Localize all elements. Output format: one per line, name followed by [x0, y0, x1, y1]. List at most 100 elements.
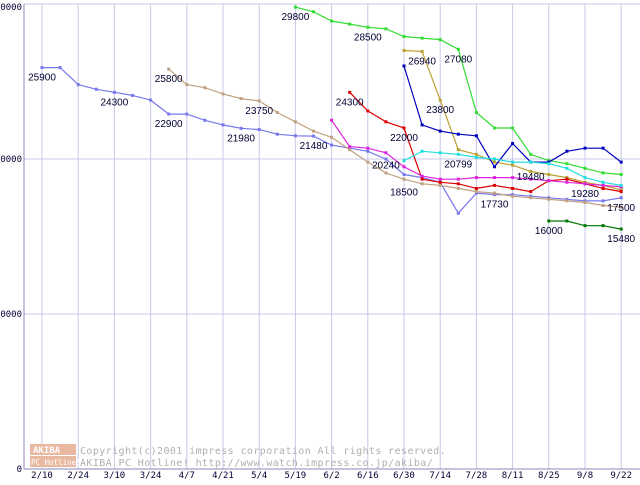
- x-tick-label: 9/8: [577, 471, 593, 480]
- series-olive-point: [565, 176, 569, 180]
- series-magenta-point: [511, 176, 515, 180]
- series-cyan: [402, 149, 623, 187]
- series-darkgreen-point: [565, 219, 569, 223]
- data-label: 15480: [607, 234, 635, 245]
- series-tan-point: [293, 120, 297, 124]
- series-olive-point: [402, 49, 406, 52]
- x-tick-label: 4/7: [179, 471, 195, 480]
- data-label: 26940: [408, 56, 436, 67]
- x-tick-label: 8/25: [538, 471, 560, 480]
- series-green-point: [529, 152, 533, 156]
- data-label: 19280: [571, 189, 599, 200]
- copyright-line-1: Copyright(c)2001 impress corporation All…: [80, 446, 446, 457]
- series-cyan-point: [402, 159, 406, 163]
- series-tan-point: [474, 190, 478, 194]
- series-blue-light-point: [619, 196, 623, 200]
- series-olive-point: [420, 49, 424, 53]
- copyright-line-2: AKIBA PC Hotline! http://www.watch.impre…: [80, 458, 433, 469]
- series-darkgreen-point: [583, 224, 587, 228]
- series-blue-light-point: [330, 143, 334, 147]
- series-tan: [167, 67, 623, 209]
- series-red-point: [348, 90, 352, 94]
- series-blue-light-point: [348, 146, 352, 150]
- series-blue-light-point: [293, 134, 297, 138]
- x-tick-label: 2/10: [31, 471, 53, 480]
- series-tan-point: [348, 148, 352, 152]
- series-green-point: [493, 126, 496, 130]
- x-tick-labels: 2/10 2/24 3/10 3/24 4/7 4/21 5/4 5/19 6/2 6/16 6/3…: [31, 471, 632, 481]
- series-magenta-point: [493, 176, 496, 180]
- data-label: 24300: [100, 97, 128, 108]
- series-tan-point: [239, 97, 243, 101]
- series-olive-point: [619, 188, 623, 192]
- series-blue-light-point: [239, 126, 243, 130]
- series-blue-light-point: [257, 128, 261, 132]
- series-red-point: [493, 183, 496, 187]
- data-labels: 25900 24300 25800 22900 23750 21980 29800 28500…: [28, 12, 635, 245]
- series-navy-point: [565, 149, 569, 153]
- series-blue-light-point: [149, 98, 153, 102]
- series-tan-point: [456, 186, 460, 190]
- logo-top-band: [30, 444, 76, 455]
- series-darkgreen-point: [619, 227, 623, 231]
- series-olive-point: [456, 148, 460, 152]
- series-tan-point: [203, 86, 207, 90]
- series-red-point: [619, 190, 623, 194]
- series-tan-point: [402, 177, 406, 181]
- series-tan-point: [565, 199, 569, 203]
- data-label: 22900: [155, 119, 183, 130]
- data-label: 21480: [300, 141, 328, 152]
- logo-top-text: AKIBA: [33, 446, 61, 456]
- series-navy-point: [583, 146, 587, 150]
- series-olive-point: [583, 180, 587, 184]
- series-olive-point: [493, 160, 496, 164]
- series-darkgreen: [547, 219, 623, 231]
- series-green-point: [474, 111, 478, 114]
- data-label: 23750: [245, 106, 273, 117]
- series-red-point: [565, 177, 569, 181]
- series-tan-point: [511, 194, 515, 198]
- data-label: 18500: [390, 187, 418, 198]
- series-cyan-point: [583, 176, 587, 180]
- series-blue-light-point: [94, 87, 98, 91]
- series-magenta-point: [474, 176, 478, 180]
- series-tan-point: [601, 204, 605, 207]
- series-blue-light: [40, 66, 623, 215]
- series-tan-point: [257, 99, 261, 103]
- series-blue-light-point: [474, 191, 478, 195]
- series-magenta-point: [402, 165, 406, 169]
- data-label: 16000: [535, 226, 563, 237]
- series-green: [293, 5, 623, 176]
- series-navy-point: [420, 123, 424, 127]
- series-tan-point: [366, 160, 370, 164]
- series-blue-light-point: [131, 93, 134, 97]
- series-magenta-point: [601, 183, 605, 187]
- data-label: 25900: [28, 73, 56, 84]
- x-tick-label: 5/4: [251, 471, 267, 480]
- x-tick-label: 6/16: [357, 471, 379, 480]
- data-label: 17730: [481, 200, 509, 211]
- x-tick-label: 4/21: [212, 471, 234, 480]
- series-tan-point: [384, 171, 388, 175]
- series-olive-point: [547, 173, 551, 176]
- series-red-point: [529, 190, 533, 194]
- y-tick-label: 30000: [0, 3, 22, 13]
- series-cyan-point: [474, 155, 478, 159]
- series-green-point: [384, 27, 388, 31]
- y-tick-label: 10000: [0, 310, 22, 320]
- series-blue-light-point: [76, 83, 80, 87]
- data-label: 17500: [607, 203, 635, 214]
- series-magenta-point: [366, 146, 370, 150]
- series-darkgreen-point: [547, 219, 551, 223]
- series-blue-light-point: [167, 112, 171, 116]
- series-blue-light-point: [493, 193, 496, 197]
- series-cyan-point: [547, 162, 551, 166]
- series-red-point: [456, 182, 460, 186]
- series-navy: [402, 64, 623, 169]
- series-blue-light-point: [58, 66, 62, 70]
- data-label: 23800: [426, 105, 454, 116]
- y-tick-label: 20000: [0, 155, 22, 165]
- series-lines: [40, 5, 623, 231]
- series-green-point: [348, 22, 352, 26]
- series-navy-point: [619, 160, 623, 164]
